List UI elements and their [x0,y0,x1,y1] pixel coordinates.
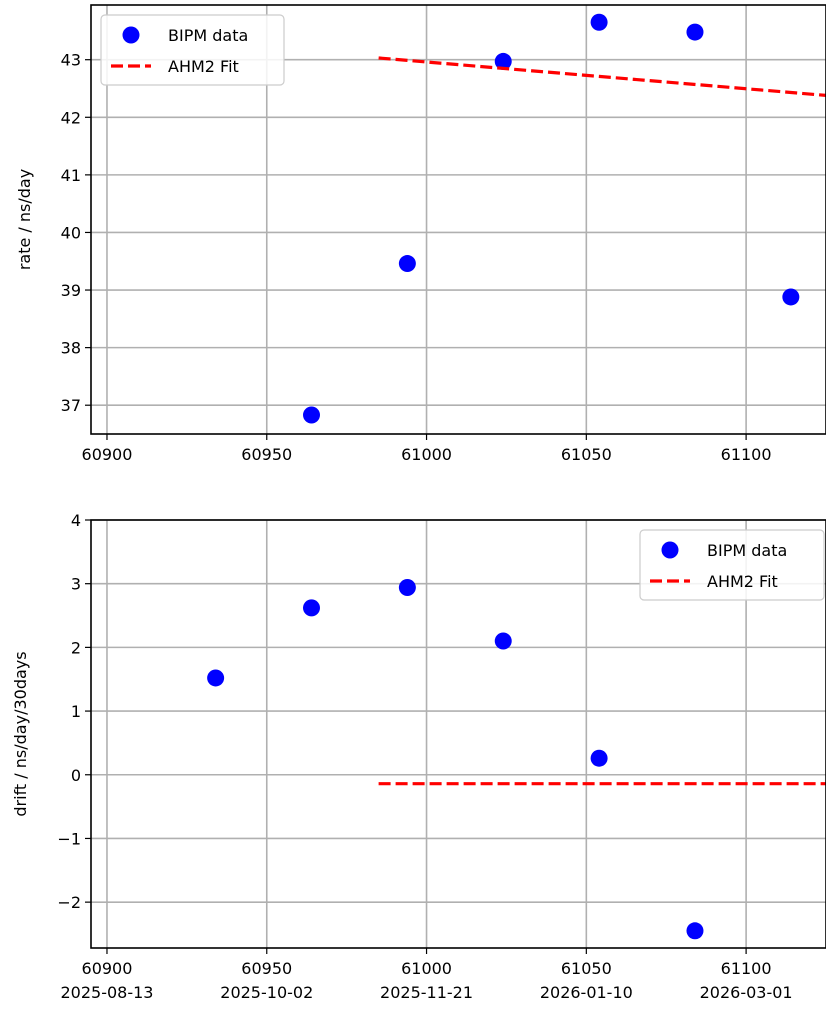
data-point [590,13,608,31]
data-point [207,669,225,687]
y-tick-label: 0 [71,766,81,785]
x-tick-label: 61100 [721,959,772,978]
x-tick-label: 61050 [561,959,612,978]
legend: BIPM data AHM2 Fit [100,14,285,86]
plot-area [303,13,826,424]
data-point [398,579,416,597]
x-tick-label: 60950 [241,959,292,978]
y-axis-label: rate / ns/day [15,169,34,270]
y-tick-label: 4 [71,511,81,530]
y-tick-label: 43 [61,51,81,70]
chart-panel-1: 60900 60950 61000 61050 61100 37 38 39 40 41 42 43 r… [15,4,826,464]
x-tick-label: 61100 [721,445,772,464]
y-tick-label: 42 [61,108,81,127]
y-tick-label: 39 [61,281,81,300]
x-tick-label: 61050 [561,445,612,464]
x-tick-label: 2026-01-10 [540,983,633,1002]
data-point [398,255,416,273]
y-tick-label: 2 [71,638,81,657]
y-tick-label: 38 [61,339,81,358]
x-tick-label: 2025-11-21 [380,983,473,1002]
y-axis-label: drift / ns/day/30days [11,651,30,816]
x-tick-label: 60950 [241,445,292,464]
x-tick-label: 61000 [401,445,452,464]
x-tick-label: 60900 [82,959,133,978]
legend-marker-swatch [122,26,140,44]
chart-panel-2: 60900 2025-08-13 60950 2025-10-02 61000 2025-… [11,511,826,1002]
legend-marker-swatch [661,541,679,559]
x-tick-label: 60900 [82,445,133,464]
y-tick-label: 3 [71,575,81,594]
plot-area [207,579,826,940]
data-point [590,749,608,767]
y-tick-label: 37 [61,396,81,415]
y-tick-label: 41 [61,166,81,185]
y-tick-label: 40 [61,223,81,242]
legend-label: BIPM data [707,541,787,560]
legend: BIPM data AHM2 Fit [639,529,825,601]
x-tick-label: 2025-10-02 [220,983,313,1002]
data-point [303,406,320,424]
y-tick-label: 1 [71,702,81,721]
legend-label: AHM2 Fit [707,572,778,591]
y-tick-label: −2 [57,893,81,912]
y-tick-label: −1 [57,829,81,848]
axes-frame [90,519,826,949]
legend-label: BIPM data [168,26,248,45]
x-tick-label: 61000 [401,959,452,978]
data-point [303,599,320,617]
data-point [686,922,704,940]
x-tick-label: 2026-03-01 [700,983,793,1002]
data-point [782,288,800,306]
data-point [494,52,512,70]
fit-line [378,56,826,98]
axes-frame [90,4,826,435]
data-point [686,23,704,41]
data-point [494,632,512,650]
legend-label: AHM2 Fit [168,57,239,76]
x-tick-label: 2025-08-13 [60,983,153,1002]
